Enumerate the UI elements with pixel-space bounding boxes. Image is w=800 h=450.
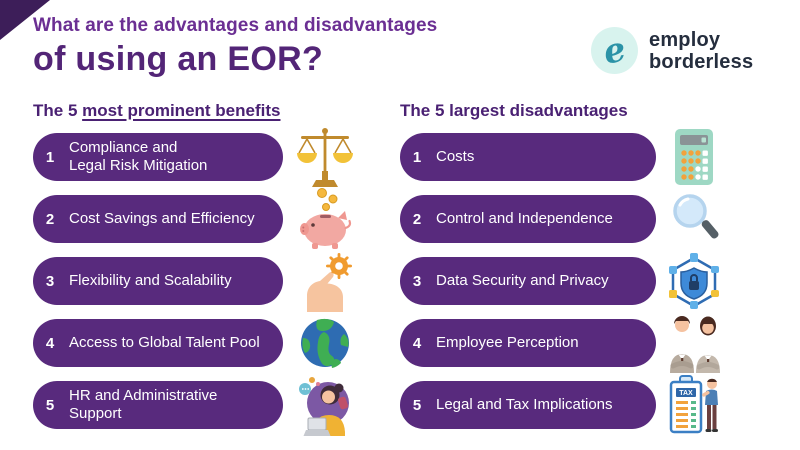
logo-word-1: employ <box>649 28 721 51</box>
page-title: What are the advantages and disadvantage… <box>33 15 437 79</box>
benefit-row-4: 4 Access to Global Talent Pool <box>33 318 367 368</box>
benefits-heading: The 5 most prominent benefits <box>33 101 367 124</box>
disadvantage-number: 1 <box>412 148 422 166</box>
disadvantage-row-1: 1 Costs <box>400 129 732 185</box>
benefit-label: Access to Global Talent Pool <box>69 334 260 352</box>
disadvantage-number: 3 <box>412 272 422 290</box>
disadvantage-row-5: 5 Legal and Tax Implications TAX <box>400 375 732 434</box>
benefit-number: 5 <box>45 396 55 414</box>
title-subline: What are the advantages and disadvantage… <box>33 15 438 36</box>
disadvantages-list: 1 Costs 2 Co <box>400 129 732 434</box>
logo-wordmark: employ borderless <box>649 29 753 73</box>
title-mainline: of using an EOR? <box>33 40 324 78</box>
benefit-pill-4: 4 Access to Global Talent Pool <box>33 319 283 367</box>
disadvantage-pill-3: 3 Data Security and Privacy <box>400 257 656 305</box>
security-shield-icon <box>656 251 732 311</box>
disadvantage-row-3: 3 Data Security and Privacy <box>400 253 732 309</box>
globe-icon <box>283 315 367 371</box>
disadvantage-pill-1: 1 Costs <box>400 133 656 181</box>
disadvantage-row-4: 4 Employee Perception <box>400 316 732 373</box>
calculator-icon <box>656 126 732 188</box>
benefit-row-5: 5 HR and Administrative Support <box>33 377 367 436</box>
benefit-pill-2: 2 Cost Savings and Efficiency <box>33 195 283 243</box>
benefit-pill-3: 3 Flexibility and Scalability <box>33 257 283 305</box>
employees-icon <box>656 313 732 373</box>
benefit-label: HR and Administrative Support <box>69 387 218 422</box>
disadvantage-pill-2: 2 Control and Independence <box>400 195 656 243</box>
benefit-number: 4 <box>45 334 55 352</box>
benefits-list: 1 Compliance and Legal Risk Mitigation <box>33 128 367 436</box>
disadvantage-pill-4: 4 Employee Perception <box>400 319 656 367</box>
hr-support-icon <box>283 374 367 436</box>
disadvantage-label: Employee Perception <box>436 334 579 352</box>
disadvantage-row-2: 2 Control and Independence <box>400 192 732 246</box>
corner-decoration <box>0 0 50 40</box>
benefit-row-2: 2 Cost Savings and Efficiency <box>33 188 367 249</box>
disadvantage-label: Data Security and Privacy <box>436 272 609 290</box>
disadvantage-pill-5: 5 Legal and Tax Implications <box>400 381 656 429</box>
disadvantage-number: 2 <box>412 210 422 228</box>
logo-monogram-icon: e <box>586 22 643 79</box>
logo-word-2: borderless <box>649 50 754 73</box>
benefit-pill-5: 5 HR and Administrative Support <box>33 381 283 429</box>
benefit-label: Compliance and Legal Risk Mitigation <box>69 139 208 174</box>
benefits-heading-prefix: The 5 <box>33 101 83 120</box>
piggy-bank-icon <box>283 188 367 250</box>
disadvantages-column: The 5 largest disadvantages 1 Costs <box>400 101 732 434</box>
benefit-number: 2 <box>45 210 55 228</box>
disadvantage-number: 5 <box>412 396 422 414</box>
benefits-heading-underlined: most prominent benefits <box>82 101 281 120</box>
benefit-number: 1 <box>45 148 55 166</box>
disadvantages-heading: The 5 largest disadvantages <box>400 101 628 120</box>
benefit-row-3: 3 Flexibility and Scalability <box>33 253 367 312</box>
disadvantage-label: Control and Independence <box>436 210 613 228</box>
benefit-number: 3 <box>45 272 55 290</box>
disadvantage-label: Legal and Tax Implications <box>436 396 613 414</box>
benefit-row-1: 1 Compliance and Legal Risk Mitigation <box>33 128 367 187</box>
benefits-column: The 5 most prominent benefits 1 Complian… <box>33 101 367 436</box>
tax-label: TAX <box>679 390 693 397</box>
brand-logo: e employ borderless <box>586 22 753 79</box>
disadvantage-number: 4 <box>412 334 422 352</box>
benefit-pill-1: 1 Compliance and Legal Risk Mitigation <box>33 133 283 181</box>
disadvantage-label: Costs <box>436 148 475 166</box>
scales-icon <box>283 126 367 188</box>
hand-gear-icon <box>283 250 367 312</box>
tax-clipboard-icon: TAX <box>656 374 732 436</box>
benefit-label: Flexibility and Scalability <box>69 272 232 290</box>
magnifier-icon <box>656 192 732 246</box>
benefit-label: Cost Savings and Efficiency <box>69 210 255 228</box>
